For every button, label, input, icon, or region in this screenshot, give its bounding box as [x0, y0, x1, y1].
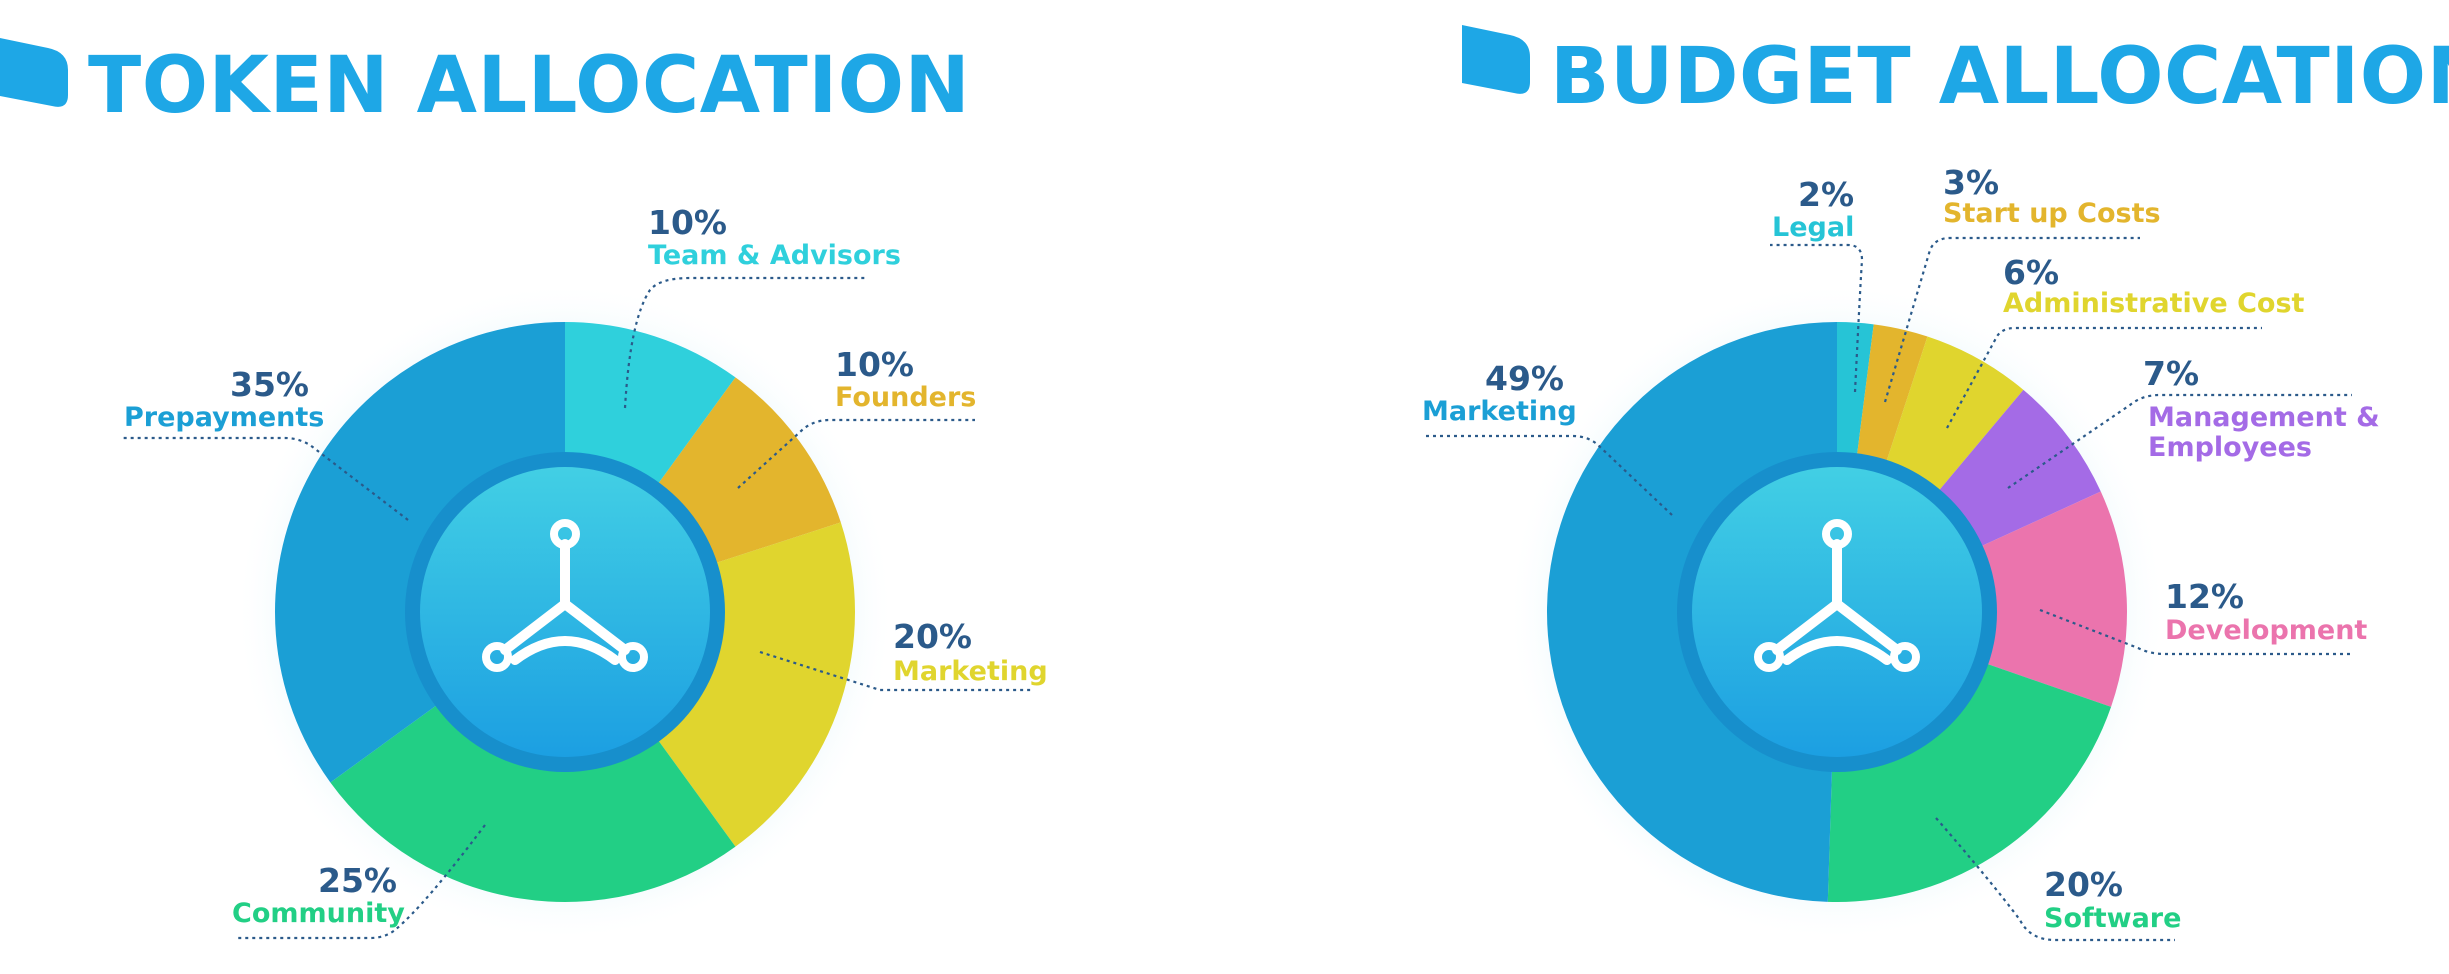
category-label: Prepayments: [124, 402, 324, 433]
token-allocation-chart: TOKEN ALLOCATION 10% Team & Advisors 10%…: [0, 38, 1048, 942]
annotation-budget-marketing: 49% Marketing: [1422, 359, 1673, 516]
pie-slice-team-advisors: [565, 322, 736, 491]
title-marker-icon: [0, 38, 68, 107]
pie-slice-marketing: [653, 522, 855, 847]
pie-slice-legal: [1837, 322, 1874, 464]
annotation-development: 12% Development: [2039, 577, 2367, 656]
category-label: Community: [232, 898, 405, 929]
data-label: 3%: [1943, 163, 1999, 202]
center-disc: [420, 467, 710, 757]
annotation-prepayments: 35% Prepayments: [122, 365, 409, 521]
pie-slice-software: [1827, 661, 2112, 903]
category-label-line: Employees: [2148, 432, 2312, 463]
network-nodes-icon: [482, 519, 648, 672]
category-label: Start up Costs: [1943, 198, 2161, 229]
pie-slice-management-employees: [1933, 389, 2101, 550]
annotation-startup-costs: 3% Start up Costs: [1883, 163, 2161, 403]
annotation-management-employees: 7% Management & Employees: [2007, 354, 2389, 489]
category-label: Marketing: [893, 656, 1048, 687]
pie-slice-start-up-costs: [1855, 324, 1928, 470]
data-label: 2%: [1798, 175, 1854, 214]
category-label: Marketing: [1422, 396, 1577, 427]
category-label: Development: [2165, 615, 2367, 646]
pie-slice-development: [1973, 491, 2127, 707]
annotation-software: 20% Software: [1935, 817, 2181, 942]
category-label: Software: [2044, 903, 2181, 934]
data-label: 35%: [230, 365, 309, 404]
data-label: 49%: [1485, 359, 1564, 398]
data-label: 10%: [648, 203, 727, 242]
data-label: 10%: [835, 345, 914, 384]
category-label: Legal: [1772, 212, 1854, 243]
category-label-line: Management &: [2148, 402, 2380, 433]
data-label: 6%: [2003, 253, 2059, 292]
annotation-marketing: 20% Marketing: [759, 617, 1048, 692]
category-label: Management & Employees: [2148, 402, 2389, 463]
pie-slice-marketing: [1546, 322, 1837, 902]
title-marker-icon: [1462, 25, 1530, 94]
category-label: Administrative Cost: [2003, 288, 2305, 319]
network-nodes-icon: [1754, 519, 1920, 672]
data-label: 20%: [2044, 865, 2123, 904]
annotation-community: 25% Community: [232, 824, 486, 940]
annotation-team-advisors: 10% Team & Advisors: [623, 203, 901, 409]
data-label: 20%: [893, 617, 972, 656]
category-label: Founders: [835, 382, 976, 413]
annotation-founders: 10% Founders: [737, 345, 976, 489]
chart-title: BUDGET ALLOCATION: [1550, 32, 2449, 122]
data-label: 12%: [2165, 577, 2244, 616]
pie-slice-administrative-cost: [1883, 336, 2024, 498]
center-disc: [1692, 467, 1982, 757]
budget-allocation-chart: BUDGET ALLOCATION 2% Legal 3% Start up C…: [1422, 25, 2449, 942]
data-label: 7%: [2143, 354, 2199, 393]
annotation-administrative-cost: 6% Administrative Cost: [1946, 253, 2305, 429]
pie-slice-founders: [653, 377, 841, 566]
chart-title: TOKEN ALLOCATION: [88, 41, 970, 131]
data-label: 25%: [318, 861, 397, 900]
budget-slices: [1546, 322, 2127, 903]
category-label: Team & Advisors: [648, 240, 901, 271]
annotation-legal: 2% Legal: [1770, 175, 1864, 393]
